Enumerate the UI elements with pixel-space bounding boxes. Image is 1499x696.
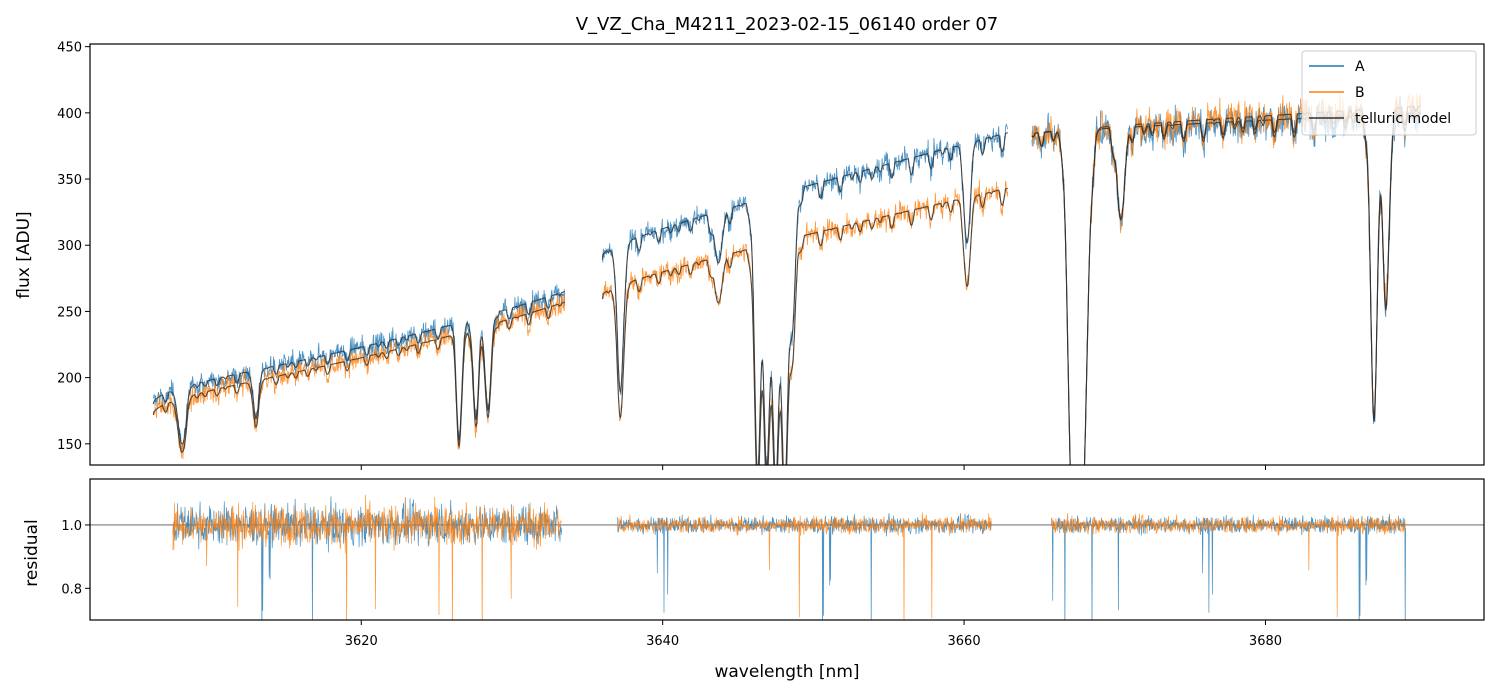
residual-x-ticks: 3620 3640 3660 3680 (345, 620, 1282, 649)
x-tick-label: 3640 (646, 634, 679, 649)
flux-y-ticks: 150 200 250 300 350 400 450 (57, 41, 90, 453)
series-b-seg3 (1031, 92, 1422, 465)
chart-title: V_VZ_Cha_M4211_2023-02-15_06140 order 07 (576, 14, 999, 35)
telluric-model-b-seg2 (601, 187, 1008, 465)
flux-y-axis-label: flux [ADU] (14, 211, 34, 298)
y-tick-label: 450 (57, 41, 82, 56)
y-tick-label: 400 (57, 107, 82, 122)
x-tick-label: 3620 (345, 634, 378, 649)
residual-series-group (90, 494, 1484, 620)
legend-label-b: B (1355, 85, 1365, 101)
legend-label-telluric: telluric model (1355, 111, 1451, 127)
telluric-model-a-seg1 (152, 291, 566, 445)
y-tick-label: 1.0 (61, 519, 82, 534)
telluric-model-a-seg3 (1031, 112, 1421, 465)
legend-label-a: A (1355, 59, 1365, 75)
y-tick-label: 200 (57, 372, 82, 387)
residual-axes-frame (89, 478, 1485, 621)
residual-y-ticks: 0.8 1.0 (61, 519, 90, 597)
series-a-seg3 (1031, 96, 1422, 465)
flux-x-ticks (360, 465, 1266, 470)
telluric-model-b-seg1 (152, 301, 566, 453)
flux-axes-frame (89, 43, 1485, 466)
x-axis-label: wavelength [nm] (714, 662, 859, 682)
y-tick-label: 350 (57, 173, 82, 188)
residual-b-seg3 (1051, 513, 1406, 618)
x-tick-label: 3680 (1249, 634, 1282, 649)
telluric-model-a-seg2 (601, 132, 1008, 465)
legend-box (1301, 50, 1477, 136)
series-b-seg1 (152, 293, 566, 460)
residual-panel: 0.8 1.0 3620 3640 3660 3680 residual wavelen… (22, 478, 1485, 682)
y-tick-label: 150 (57, 438, 82, 453)
residual-a-seg3 (1051, 513, 1406, 620)
flux-series-group (152, 92, 1422, 465)
x-tick-label: 3660 (948, 634, 981, 649)
series-a-seg2 (602, 123, 1009, 465)
flux-panel: 150 200 250 300 350 400 450 flux [ADU] A B tel… (14, 41, 1485, 470)
telluric-model-b-seg3 (1031, 105, 1421, 465)
series-a-seg1 (152, 284, 566, 454)
y-tick-label: 300 (57, 239, 82, 254)
y-tick-label: 250 (57, 305, 82, 320)
y-tick-label: 0.8 (61, 582, 82, 597)
residual-y-axis-label: residual (22, 519, 42, 586)
residual-b-seg1 (172, 494, 563, 620)
residual-b-seg2 (617, 512, 992, 620)
legend: A B telluric model (1301, 50, 1477, 136)
